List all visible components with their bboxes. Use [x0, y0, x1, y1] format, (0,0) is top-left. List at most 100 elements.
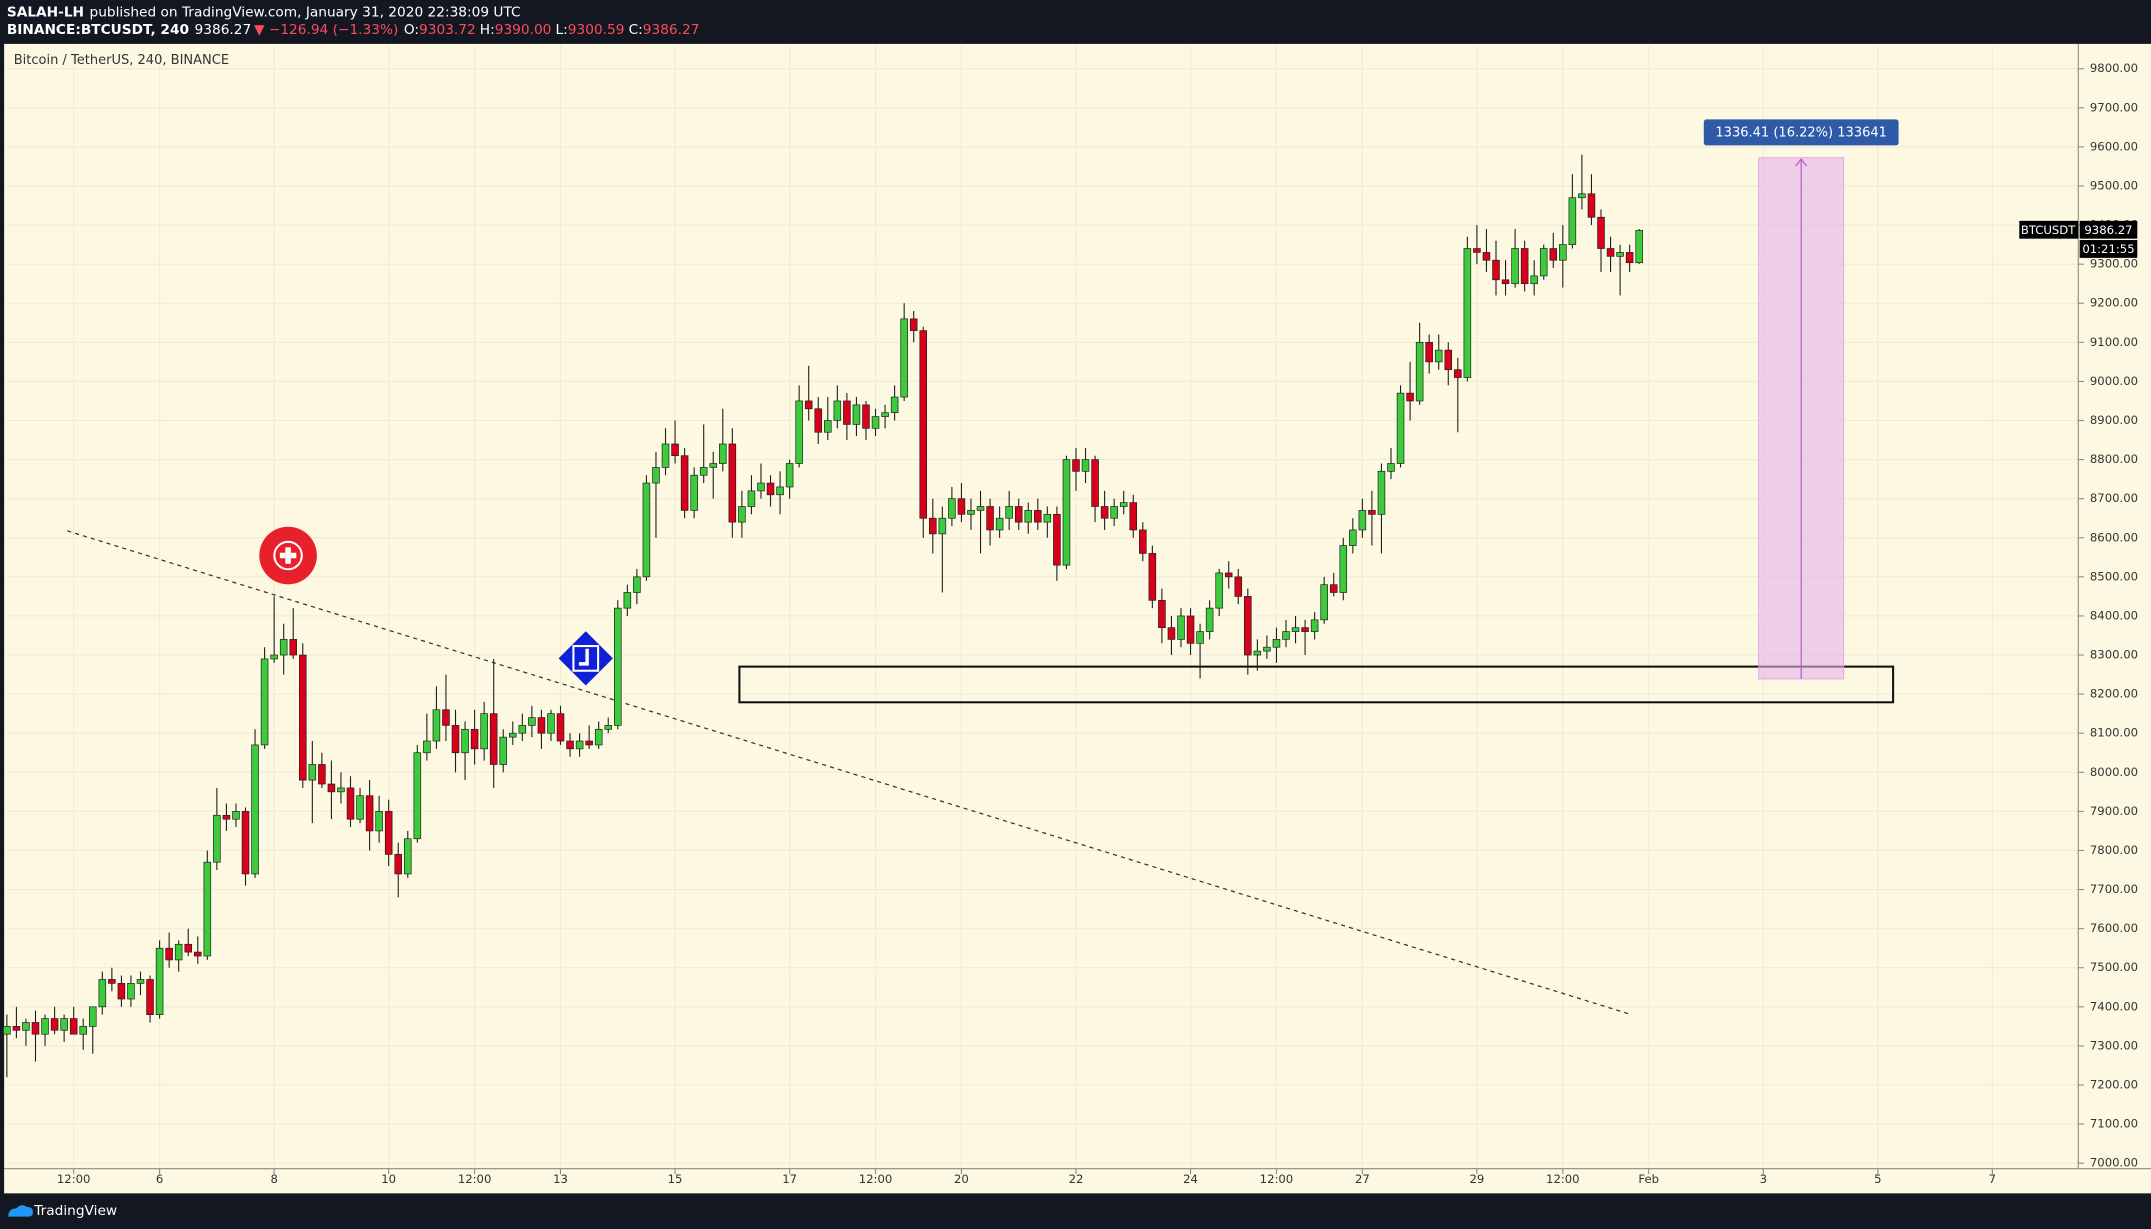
candle-body [1253, 650, 1262, 656]
candle-body [824, 420, 832, 433]
candle-body [174, 943, 183, 961]
candle-body [451, 725, 460, 754]
candle-body [852, 404, 861, 425]
candle-body [346, 787, 355, 820]
x-tick-label: 12:00 [1546, 1172, 1580, 1186]
candle-body [661, 443, 670, 468]
candle-body [461, 728, 469, 754]
candle-body [1205, 607, 1214, 632]
candle-body [537, 717, 546, 734]
candle-body [1215, 572, 1223, 609]
price-tag [2079, 220, 2138, 239]
candle-body [1310, 619, 1319, 632]
candle-body [833, 400, 842, 421]
candle-body [41, 1018, 49, 1035]
open-label: O: [404, 22, 419, 38]
y-tick-label: 8200.00 [2090, 687, 2138, 701]
candle-body [1282, 631, 1290, 640]
low: 9300.59 [568, 22, 625, 38]
y-tick-label: 9700.00 [2090, 100, 2138, 114]
candle-body [480, 713, 488, 750]
candle-body [1396, 392, 1405, 464]
brand: TradingView [33, 1203, 117, 1219]
candle-body [547, 713, 555, 734]
candle-body [862, 404, 870, 429]
candle-body [528, 717, 536, 726]
candle-body [843, 400, 851, 425]
candle-body [795, 400, 803, 464]
x-tick-label: 8 [270, 1172, 277, 1186]
y-tick-label: 8400.00 [2090, 608, 2138, 622]
candle-body [1530, 275, 1538, 285]
candle-body [728, 443, 737, 523]
last-price: 9386.27 [195, 22, 252, 38]
candle-body [1158, 599, 1166, 629]
candle-body [375, 811, 383, 832]
candle-body [604, 725, 613, 730]
candle-body [1568, 197, 1577, 245]
x-tick-label: 17 [782, 1172, 797, 1186]
candle-body [365, 795, 374, 832]
candle-body [900, 318, 908, 398]
candle-body [575, 740, 584, 750]
candle-body [12, 1026, 21, 1031]
y-tick-label: 7900.00 [2090, 804, 2138, 818]
candle-body [1100, 506, 1109, 519]
candle-body [69, 1018, 78, 1035]
candle-body [890, 396, 899, 414]
price-tag-text: 9386.27 [2084, 223, 2132, 237]
high: 9390.00 [495, 22, 552, 38]
candle-body [1635, 230, 1643, 264]
y-tick-label: 8700.00 [2090, 491, 2138, 505]
candle-body [299, 654, 307, 781]
y-tick-label: 7500.00 [2090, 960, 2138, 974]
x-tick-label: 10 [381, 1172, 396, 1186]
candle-body [671, 443, 679, 457]
x-tick-label: 20 [954, 1172, 969, 1186]
candle-body [356, 795, 364, 820]
close-label: C: [629, 22, 643, 38]
candle-body [929, 517, 937, 535]
candle-body [165, 947, 173, 961]
candle-body [1368, 510, 1376, 515]
candle-body [1587, 193, 1596, 218]
candle-body [308, 764, 317, 781]
candle-body [1139, 529, 1147, 554]
candle-body [1014, 506, 1023, 523]
candle-body [1119, 502, 1128, 507]
candle-body [1291, 627, 1300, 632]
candle-body [1454, 369, 1462, 378]
candle-body [1425, 341, 1433, 363]
y-tick-label: 7400.00 [2090, 999, 2138, 1013]
candle-body [1091, 459, 1099, 507]
candle-body [3, 1026, 11, 1035]
candle-body [1463, 248, 1472, 378]
candle-body [957, 498, 966, 515]
y-tick-label: 9600.00 [2090, 139, 2138, 153]
x-tick-label: 3 [1760, 1172, 1767, 1186]
y-tick-label: 8300.00 [2090, 648, 2138, 662]
candle-body [337, 787, 345, 793]
candle-body [279, 639, 288, 656]
candle-body [1444, 349, 1453, 371]
x-tick-label: 12:00 [458, 1172, 492, 1186]
candle-body [1578, 193, 1586, 199]
measure-label-box [1703, 119, 1899, 146]
candle-body [556, 713, 565, 742]
open: 9303.72 [419, 22, 476, 38]
candle-body [260, 658, 269, 746]
candle-body [566, 740, 574, 750]
candle-body [871, 416, 880, 429]
measure-arrow [1795, 158, 1808, 167]
high-label: H: [480, 22, 495, 38]
candle-body [614, 607, 622, 726]
candle-body [1043, 513, 1052, 523]
sell-icon [259, 526, 317, 585]
y-tick-label: 7700.00 [2090, 882, 2138, 896]
candle-body [88, 1006, 97, 1027]
candle-body [1110, 506, 1118, 519]
candle-body [489, 713, 498, 765]
change: ▼ −126.94 (−1.33%) [254, 22, 398, 38]
candle-body [184, 943, 193, 953]
